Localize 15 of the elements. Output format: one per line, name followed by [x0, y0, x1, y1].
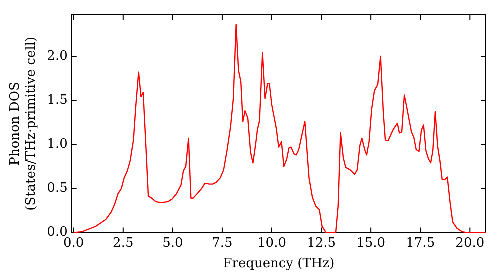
x-tick-label: 20.0 — [456, 236, 485, 251]
x-tick-label: 5.0 — [162, 236, 184, 251]
y-tick-label: 1.0 — [47, 136, 68, 152]
x-axis-title: Frequency (THz) — [223, 256, 335, 272]
x-tick-label: 2.5 — [113, 236, 134, 251]
y-tick-label: 0.5 — [47, 181, 68, 196]
x-tick-label: 12.5 — [307, 236, 336, 251]
x-tick-label: 15.0 — [356, 236, 386, 251]
y-tick-label: 2.0 — [47, 48, 68, 64]
x-tick-label: 0.0 — [64, 236, 84, 251]
y-tick-label: 1.5 — [47, 92, 68, 108]
x-tick-label: 10.0 — [258, 236, 286, 251]
x-tick-label: 7.5 — [212, 236, 233, 251]
y-axis-title: Phonon DOS (States/THz·primitive cell) — [8, 36, 39, 211]
x-tick-label: 17.5 — [406, 236, 436, 251]
